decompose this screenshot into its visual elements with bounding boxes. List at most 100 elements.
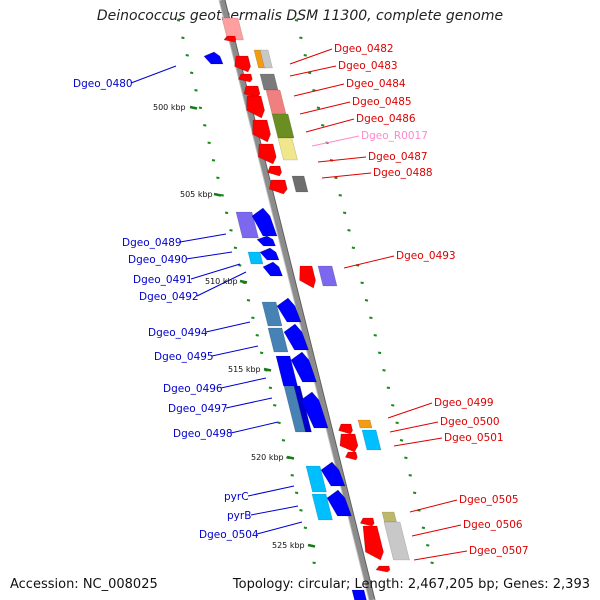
feature-block — [383, 521, 410, 561]
leader-line — [343, 255, 395, 269]
gene-arrow-reverse — [344, 451, 358, 461]
gene-arrow-reverse — [234, 55, 251, 73]
tick-label-520: 520 kbp — [251, 453, 284, 462]
major-tick — [189, 105, 198, 110]
leader-line — [409, 499, 458, 513]
tick-dot — [211, 159, 216, 162]
gene-label-dgeo-0483[interactable]: Dgeo_0483 — [338, 60, 398, 72]
tick-dot — [364, 299, 369, 302]
gene-label-dgeo-0492[interactable]: Dgeo_0492 — [139, 291, 199, 303]
leader-line — [130, 65, 177, 84]
gene-label-dgeo-r0017[interactable]: Dgeo_R0017 — [361, 130, 428, 142]
tick-label-525: 525 kbp — [272, 541, 305, 550]
feature-block — [277, 137, 298, 161]
tick-dot — [382, 369, 386, 372]
gene-arrow-reverse — [359, 517, 375, 527]
gene-label-dgeo-0501[interactable]: Dgeo_0501 — [444, 432, 504, 444]
tick-dot — [176, 19, 181, 22]
tick-label-500: 500 kbp — [153, 103, 186, 112]
leader-line — [289, 65, 337, 77]
gene-arrow-reverse — [252, 119, 271, 143]
gene-arrow-forward — [326, 489, 352, 517]
tick-dot — [220, 194, 224, 197]
tick-dot — [238, 264, 242, 267]
gene-arrow-forward — [256, 235, 276, 247]
tick-dot — [246, 299, 251, 302]
leader-line — [289, 48, 333, 65]
accession-text: Accession: NC_008025 — [10, 577, 158, 592]
tick-dot — [360, 281, 364, 285]
label-leaders — [130, 48, 468, 561]
gene-label-dgeo-0484[interactable]: Dgeo_0484 — [346, 78, 406, 90]
gene-label-dgeo-0487[interactable]: Dgeo_0487 — [368, 151, 428, 163]
gene-label-dgeo-0507[interactable]: Dgeo_0507 — [469, 545, 529, 557]
gene-arrow-forward — [262, 261, 283, 277]
tick-dot — [207, 141, 211, 145]
leader-line — [387, 402, 433, 419]
tick-dot — [373, 334, 377, 337]
tick-dot — [290, 474, 294, 477]
feature-block — [267, 327, 289, 353]
tick-dot — [198, 106, 203, 110]
gene-label-dgeo-0495[interactable]: Dgeo_0495 — [154, 351, 214, 363]
tick-label-515: 515 kbp — [228, 365, 261, 374]
tick-dot — [216, 176, 220, 180]
leader-line — [389, 421, 439, 433]
tick-dot — [303, 526, 308, 530]
gene-label-dgeo-0493[interactable]: Dgeo_0493 — [396, 250, 456, 262]
tick-label-510: 510 kbp — [205, 277, 238, 286]
leader-line — [413, 550, 468, 561]
tick-dot — [255, 334, 259, 337]
gene-label-dgeo-0496[interactable]: Dgeo_0496 — [163, 383, 223, 395]
tick-dot — [299, 509, 303, 512]
leader-line — [317, 156, 367, 163]
gene-arrow-forward — [276, 297, 302, 323]
gene-label-dgeo-0485[interactable]: Dgeo_0485 — [352, 96, 412, 108]
genome-summary-text: Topology: circular; Length: 2,467,205 bp… — [232, 577, 590, 592]
gene-label-dgeo-0490[interactable]: Dgeo_0490 — [128, 254, 188, 266]
tick-dot — [342, 211, 347, 215]
tick-dot — [377, 351, 382, 355]
feature-block — [293, 385, 312, 433]
leader-line — [293, 83, 345, 97]
tick-dot — [203, 124, 207, 127]
tick-dot — [395, 421, 399, 425]
feature-block — [247, 251, 264, 265]
gene-label-dgeo-0504[interactable]: Dgeo_0504 — [199, 529, 259, 541]
leader-line — [250, 505, 299, 516]
gene-label-dgeo-0491[interactable]: Dgeo_0491 — [133, 274, 193, 286]
gene-arrow-reverse — [223, 35, 237, 43]
leader-line — [321, 172, 372, 179]
gene-label-dgeo-0494[interactable]: Dgeo_0494 — [148, 327, 208, 339]
leader-line — [247, 485, 295, 497]
leader-line — [230, 421, 279, 434]
tick-dots-right — [294, 19, 434, 565]
leader-line — [305, 118, 355, 133]
feature-block — [259, 73, 279, 91]
gene-arrow-forward — [203, 51, 224, 65]
gene-label-dgeo-0505[interactable]: Dgeo_0505 — [459, 494, 519, 506]
gene-label-dgeo-0500[interactable]: Dgeo_0500 — [440, 416, 500, 428]
gene-label-dgeo-0497[interactable]: Dgeo_0497 — [168, 403, 228, 415]
tick-dot — [430, 561, 434, 565]
gene-label-pyrc[interactable]: pyrC — [224, 491, 249, 503]
gene-arrow-reverse — [375, 565, 391, 573]
gene-label-pyrb[interactable]: pyrB — [227, 510, 251, 522]
gene-label-dgeo-0499[interactable]: Dgeo_0499 — [434, 397, 494, 409]
gene-label-dgeo-0480[interactable]: Dgeo_0480 — [73, 78, 133, 90]
tick-dot — [259, 351, 264, 355]
feature-block — [351, 589, 367, 600]
tick-dot — [229, 229, 233, 232]
gene-label-dgeo-0489[interactable]: Dgeo_0489 — [122, 237, 182, 249]
gene-label-dgeo-0482[interactable]: Dgeo_0482 — [334, 43, 394, 55]
major-tick — [263, 367, 272, 372]
feature-block — [235, 211, 259, 239]
tick-dot — [251, 316, 255, 320]
gene-label-dgeo-0498[interactable]: Dgeo_0498 — [173, 428, 233, 440]
tick-dot — [391, 404, 395, 407]
leader-line — [411, 524, 462, 537]
feature-block — [311, 493, 333, 521]
gene-label-dgeo-0488[interactable]: Dgeo_0488 — [373, 167, 433, 179]
gene-label-dgeo-0506[interactable]: Dgeo_0506 — [463, 519, 523, 531]
gene-label-dgeo-0486[interactable]: Dgeo_0486 — [356, 113, 416, 125]
